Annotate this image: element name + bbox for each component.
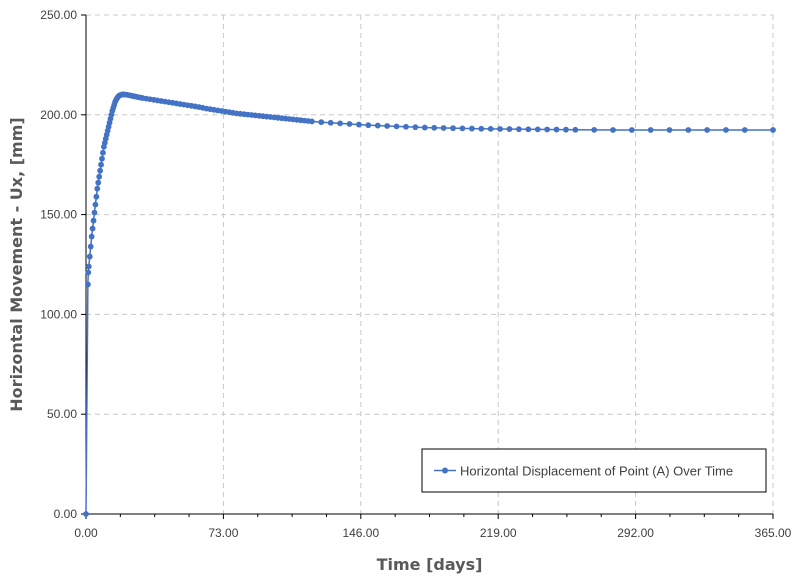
- y-tick-label: 200.00: [40, 108, 77, 122]
- data-point: [628, 127, 635, 133]
- data-point: [96, 173, 103, 180]
- y-axis-title: Horizontal Movement - Ux, [mm]: [7, 117, 26, 411]
- y-tick-label: 250.00: [40, 8, 77, 22]
- data-point: [506, 126, 513, 132]
- data-point: [497, 126, 503, 132]
- data-point: [468, 125, 475, 132]
- data-point: [89, 225, 96, 232]
- data-point: [85, 269, 92, 276]
- data-point: [544, 126, 551, 133]
- data-point: [93, 193, 100, 200]
- grid-layer: [86, 14, 774, 514]
- data-point: [516, 126, 522, 133]
- legend-label: Horizontal Displacement of Point (A) Ove…: [460, 464, 733, 479]
- x-axis-title: Time [days]: [377, 555, 483, 574]
- data-point: [553, 126, 560, 133]
- data-point: [412, 124, 419, 131]
- data-point: [346, 121, 353, 127]
- data-point: [723, 127, 729, 133]
- data-point: [86, 253, 93, 260]
- data-point: [84, 281, 91, 288]
- data-point: [83, 511, 89, 517]
- data-point: [431, 124, 438, 131]
- y-tick-label: 0.00: [54, 507, 78, 521]
- x-tick-label: 73.00: [208, 526, 238, 540]
- data-point: [770, 127, 776, 133]
- legend-marker-sample: [442, 467, 448, 474]
- axes-layer: [85, 15, 773, 515]
- x-tick-label: 0.00: [74, 526, 98, 540]
- data-point: [403, 123, 409, 130]
- data-point: [92, 201, 99, 208]
- series-layer: [83, 91, 776, 517]
- data-point: [97, 167, 104, 174]
- y-tick-label: 150.00: [40, 208, 77, 222]
- data-point: [85, 263, 92, 270]
- data-point: [741, 127, 748, 133]
- data-point: [98, 161, 104, 168]
- data-point: [94, 185, 101, 192]
- legend-box: [421, 448, 767, 493]
- x-tick-label: 292.00: [617, 526, 654, 540]
- x-tick-label: 146.00: [342, 526, 379, 540]
- data-point: [591, 126, 598, 133]
- data-point: [327, 119, 334, 126]
- data-point: [440, 125, 447, 131]
- data-point: [459, 125, 466, 132]
- y-tick-label: 100.00: [40, 307, 77, 321]
- x-tick-label: 365.00: [755, 526, 792, 540]
- data-point: [534, 126, 541, 133]
- data-point: [525, 126, 532, 133]
- data-point: [487, 125, 494, 132]
- data-point: [374, 122, 381, 129]
- ticks-layer: 0.00 73.00 146.00 219.00 292.00 365.00 0.00 50.…: [40, 8, 791, 540]
- y-tick-label: 50.00: [47, 407, 77, 421]
- data-point: [308, 118, 315, 125]
- data-point: [572, 126, 579, 133]
- data-point: [666, 127, 673, 133]
- data-point: [610, 127, 616, 133]
- data-point: [95, 179, 102, 186]
- data-point: [647, 127, 654, 133]
- data-point: [384, 123, 391, 129]
- data-point: [100, 149, 106, 156]
- data-point: [685, 127, 692, 133]
- data-point: [99, 155, 105, 162]
- data-point: [88, 233, 95, 240]
- data-point: [365, 122, 372, 129]
- data-point: [704, 127, 711, 133]
- data-point: [450, 125, 456, 132]
- data-point: [337, 120, 343, 127]
- data-point: [356, 121, 362, 128]
- data-point: [91, 209, 98, 216]
- data-point: [318, 119, 325, 126]
- data-point: [421, 124, 428, 131]
- data-point: [87, 243, 94, 250]
- legend: Horizontal Displacement of Point (A) Ove…: [421, 448, 767, 493]
- x-tick-label: 219.00: [480, 526, 517, 540]
- data-point: [478, 125, 485, 132]
- data-point: [393, 123, 400, 130]
- data-point: [563, 126, 569, 133]
- data-point: [90, 217, 97, 224]
